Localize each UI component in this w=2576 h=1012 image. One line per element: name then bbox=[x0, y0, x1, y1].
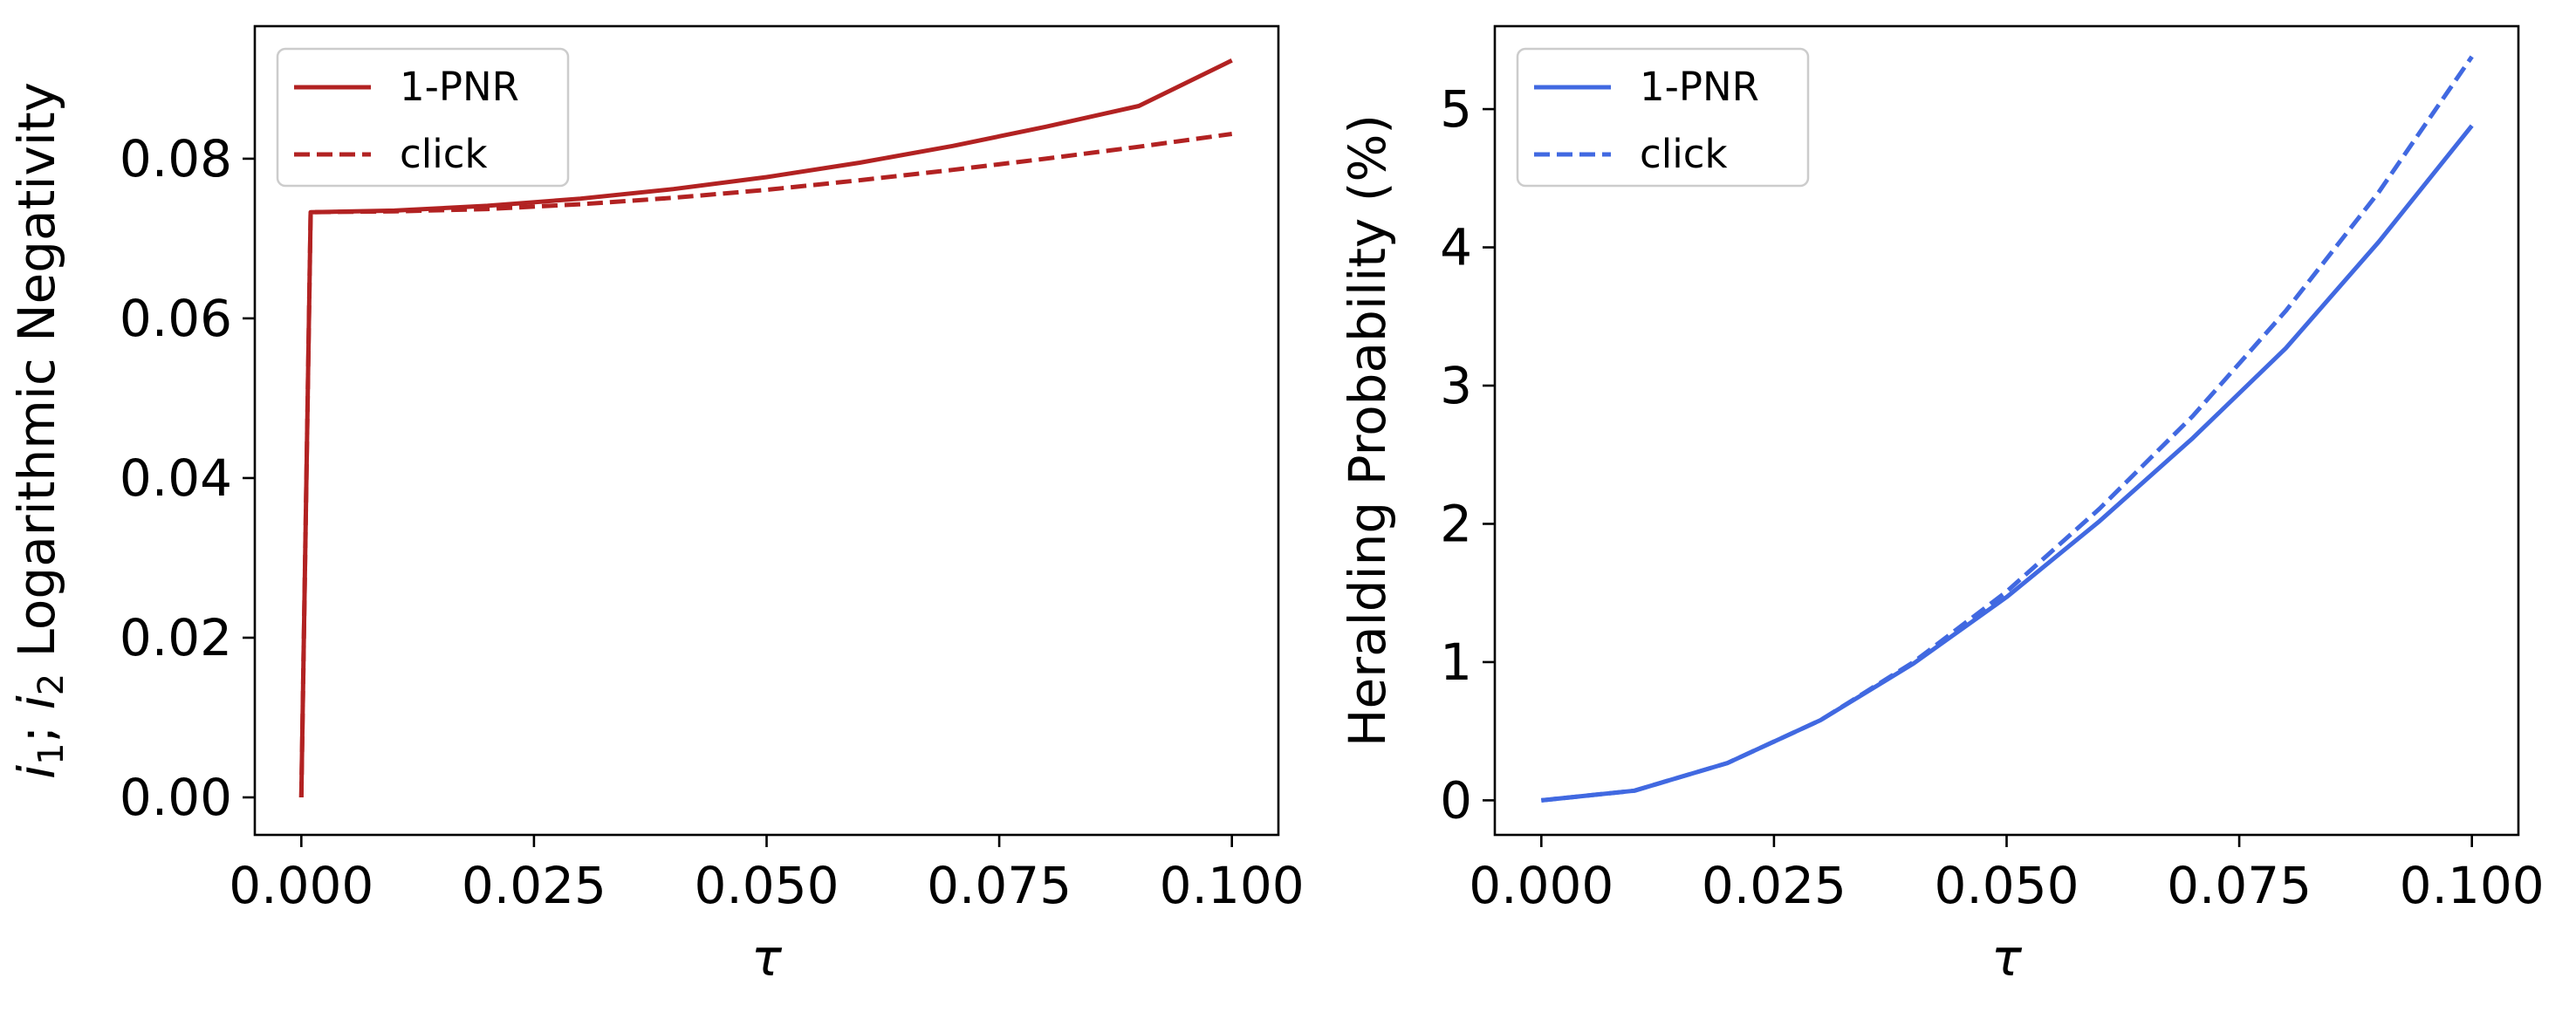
y-tick-label: 0.02 bbox=[120, 608, 232, 667]
legend-box bbox=[276, 47, 570, 188]
legend-label-1-pnr: 1-PNR bbox=[400, 64, 519, 110]
x-tick-label: 0.050 bbox=[1934, 856, 2079, 915]
y-tick-label: 3 bbox=[1440, 356, 1472, 415]
series-line-click bbox=[1541, 55, 2474, 803]
x-tick-label: 0.000 bbox=[1469, 856, 1613, 915]
series-line-1-pnr bbox=[298, 58, 1233, 798]
x-tick-label: 0.100 bbox=[1160, 856, 1305, 915]
y-tick-label: 0 bbox=[1440, 770, 1472, 830]
y-tick-label: 0.00 bbox=[120, 768, 232, 827]
y-tick-label: 5 bbox=[1440, 79, 1472, 139]
x-tick-label: 0.050 bbox=[694, 856, 839, 915]
legend-label-1-pnr: 1-PNR bbox=[1640, 64, 1759, 110]
x-tick-label: 0.025 bbox=[1702, 856, 1846, 915]
y-tick-label: 0.08 bbox=[120, 129, 232, 188]
y-tick-label: 0.04 bbox=[120, 448, 232, 508]
x-axis-label: τ bbox=[1991, 928, 2023, 988]
legend-box bbox=[1516, 47, 1810, 188]
legend-label-click: click bbox=[400, 131, 488, 177]
x-tick-label: 0.075 bbox=[927, 856, 1072, 915]
series-line-click bbox=[298, 132, 1233, 798]
chart-log-negativity: 0.000 0.025 0.050 0.075 0.100 0.00 0.02 0.04 0.0… bbox=[7, 24, 1305, 988]
y-tick-label: 0.06 bbox=[120, 289, 232, 348]
x-tick-label: 0.100 bbox=[2400, 856, 2545, 915]
x-tick-label: 0.025 bbox=[462, 856, 606, 915]
x-tick-label: 0.075 bbox=[2167, 856, 2312, 915]
y-axis-label: Heralding Probability (%) bbox=[1338, 114, 1397, 747]
chart-heralding-probability: 0.000 0.025 0.050 0.075 0.100 0 1 2 3 4 5 τ Heraldin… bbox=[1338, 24, 2545, 988]
y-tick-label: 4 bbox=[1440, 218, 1472, 277]
y-tick-label: 2 bbox=[1440, 494, 1472, 553]
x-tick-label: 0.000 bbox=[229, 856, 373, 915]
y-axis-label: i1; i2 Logarithmic Negativity bbox=[7, 82, 72, 779]
x-axis-label: τ bbox=[751, 928, 783, 988]
y-tick-label: 1 bbox=[1440, 632, 1472, 692]
series-line-1-pnr bbox=[1541, 124, 2474, 803]
legend-label-click: click bbox=[1640, 131, 1728, 177]
